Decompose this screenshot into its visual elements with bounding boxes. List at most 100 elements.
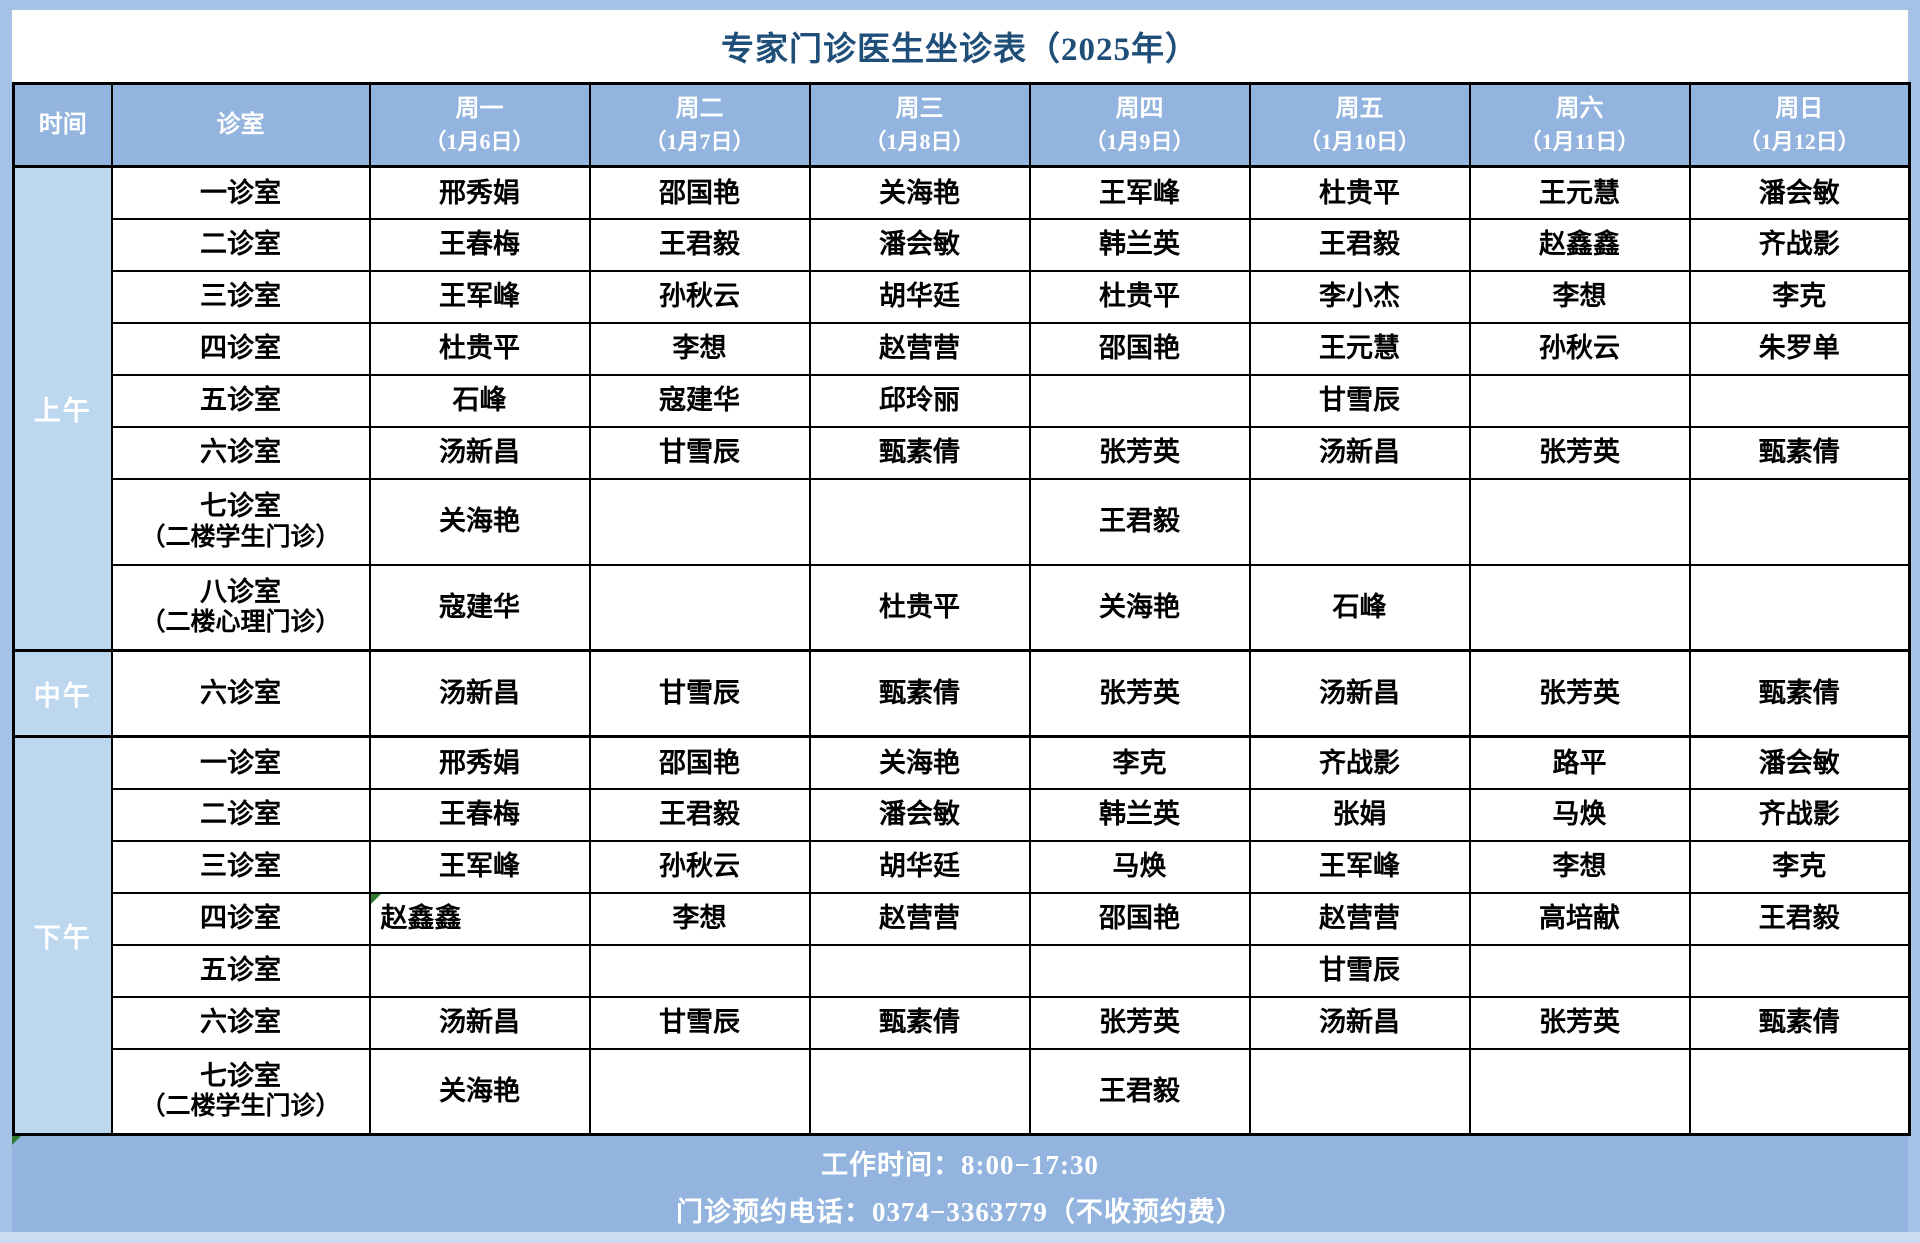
schedule-row: 七诊室 （二楼学生门诊） 关海艳 王君毅 bbox=[14, 1047, 1911, 1136]
room-cell: 三诊室 bbox=[110, 269, 371, 324]
date-label: （1月12日） bbox=[1738, 129, 1860, 155]
weekday-label: 周二 bbox=[675, 95, 724, 122]
room-cell: 七诊室 （二楼学生门诊） bbox=[110, 1047, 371, 1136]
header-row: 时间 诊室 周一 （1月6日） 周二 （1月7日） 周三 （1月8日） 周四 （1月9日） 周五… bbox=[12, 82, 1911, 168]
date-label: （1月6日） bbox=[424, 129, 535, 155]
doctor-name-cell: 赵营营 bbox=[1248, 891, 1471, 946]
room-name: 一诊室 bbox=[200, 177, 281, 208]
doctor-name-cell: 胡华廷 bbox=[808, 839, 1031, 894]
doctor-name-cell: 邱玲丽 bbox=[808, 373, 1031, 428]
doctor-name-cell: 潘会敏 bbox=[808, 217, 1031, 272]
empty-schedule-cell bbox=[808, 1047, 1031, 1136]
doctor-name-cell: 李小杰 bbox=[1248, 269, 1471, 324]
doctor-name-cell: 潘会敏 bbox=[1688, 165, 1911, 220]
weekday-label: 周日 bbox=[1775, 95, 1824, 122]
doctor-name-cell: 甄素倩 bbox=[808, 425, 1031, 480]
doctor-name-cell: 王君毅 bbox=[1028, 477, 1251, 566]
room-cell: 五诊室 bbox=[110, 373, 371, 428]
doctor-name-cell: 齐战影 bbox=[1688, 217, 1911, 272]
schedule-row: 中午 六诊室 汤新昌 甘雪辰 甄素倩 张芳英 汤新昌 张芳英 甄素倩 bbox=[12, 649, 1911, 738]
doctor-name-cell: 马焕 bbox=[1028, 839, 1251, 894]
doctor-name-cell: 李克 bbox=[1688, 839, 1911, 894]
room-note: （二楼心理门诊） bbox=[140, 609, 341, 637]
doctor-name-cell: 路平 bbox=[1468, 735, 1691, 790]
schedule-row: 三诊室 王军峰 孙秋云 胡华廷 杜贵平 李小杰 李想 李克 bbox=[14, 269, 1911, 324]
cell-error-indicator bbox=[371, 894, 381, 904]
doctor-name-cell: 汤新昌 bbox=[368, 649, 591, 738]
empty-schedule-cell bbox=[1028, 373, 1251, 428]
doctor-name-cell: 赵营营 bbox=[808, 321, 1031, 376]
doctor-name-cell: 胡华廷 bbox=[808, 269, 1031, 324]
doctor-name-cell: 邵国艳 bbox=[588, 735, 811, 790]
doctor-name-cell: 张娟 bbox=[1248, 787, 1471, 842]
schedule-row: 五诊室 石峰 寇建华 邱玲丽 甘雪辰 bbox=[14, 373, 1911, 428]
room-cell: 六诊室 bbox=[110, 995, 371, 1050]
doctor-name-cell: 甘雪辰 bbox=[1248, 373, 1471, 428]
schedule-row: 二诊室 王春梅 王君毅 潘会敏 韩兰英 张娟 马焕 齐战影 bbox=[14, 787, 1911, 842]
doctor-name-cell: 王军峰 bbox=[368, 839, 591, 894]
empty-schedule-cell bbox=[1468, 477, 1691, 566]
column-header-day-4: 周四 （1月9日） bbox=[1028, 82, 1251, 168]
room-name: 五诊室 bbox=[200, 385, 281, 416]
room-name: 三诊室 bbox=[200, 851, 281, 882]
column-header-day-7: 周日 （1月12日） bbox=[1688, 82, 1911, 168]
empty-schedule-cell bbox=[1688, 1047, 1911, 1136]
doctor-name-cell: 杜贵平 bbox=[1248, 165, 1471, 220]
doctor-name-cell: 王君毅 bbox=[1248, 217, 1471, 272]
schedule-row: 二诊室 王春梅 王君毅 潘会敏 韩兰英 王君毅 赵鑫鑫 齐战影 bbox=[14, 217, 1911, 272]
doctor-name-cell: 王军峰 bbox=[1248, 839, 1471, 894]
empty-schedule-cell bbox=[1688, 943, 1911, 998]
room-name: 六诊室 bbox=[200, 1007, 281, 1038]
doctor-name-cell: 杜贵平 bbox=[368, 321, 591, 376]
doctor-name-cell: 李想 bbox=[588, 321, 811, 376]
empty-schedule-cell bbox=[808, 943, 1031, 998]
doctor-name-cell: 甄素倩 bbox=[1688, 649, 1911, 738]
room-cell: 三诊室 bbox=[110, 839, 371, 894]
schedule-row: 八诊室 （二楼心理门诊） 寇建华 杜贵平 关海艳 石峰 bbox=[14, 563, 1911, 652]
schedule-row: 七诊室 （二楼学生门诊） 关海艳 王君毅 bbox=[14, 477, 1911, 566]
doctor-name-cell: 韩兰英 bbox=[1028, 787, 1251, 842]
doctor-name-cell: 王元慧 bbox=[1248, 321, 1471, 376]
room-cell: 七诊室 （二楼学生门诊） bbox=[110, 477, 371, 566]
doctor-name-cell: 甄素倩 bbox=[808, 649, 1031, 738]
empty-schedule-cell bbox=[1468, 943, 1691, 998]
doctor-name-cell: 赵鑫鑫 bbox=[1468, 217, 1691, 272]
empty-schedule-cell bbox=[1688, 373, 1911, 428]
room-name: 六诊室 bbox=[200, 678, 281, 709]
doctor-name-cell: 汤新昌 bbox=[1248, 425, 1471, 480]
doctor-name-cell: 甘雪辰 bbox=[588, 649, 811, 738]
doctor-name-cell: 朱罗单 bbox=[1688, 321, 1911, 376]
doctor-name-cell: 邵国艳 bbox=[588, 165, 811, 220]
room-cell: 二诊室 bbox=[110, 217, 371, 272]
empty-schedule-cell bbox=[588, 563, 811, 652]
doctor-name-cell: 张芳英 bbox=[1028, 425, 1251, 480]
doctor-name-cell: 邵国艳 bbox=[1028, 321, 1251, 376]
doctor-name-cell: 孙秋云 bbox=[588, 269, 811, 324]
doctor-name-cell: 孙秋云 bbox=[588, 839, 811, 894]
doctor-name-cell: 王春梅 bbox=[368, 787, 591, 842]
doctor-name-cell: 李想 bbox=[588, 891, 811, 946]
doctor-name-cell: 王君毅 bbox=[1688, 891, 1911, 946]
doctor-name-cell: 石峰 bbox=[1248, 563, 1471, 652]
empty-schedule-cell bbox=[1028, 943, 1251, 998]
empty-schedule-cell bbox=[588, 943, 811, 998]
schedule-row: 六诊室 汤新昌 甘雪辰 甄素倩 张芳英 汤新昌 张芳英 甄素倩 bbox=[14, 995, 1911, 1050]
room-name: 六诊室 bbox=[200, 437, 281, 468]
doctor-name-cell: 汤新昌 bbox=[1248, 649, 1471, 738]
column-header-day-3: 周三 （1月8日） bbox=[808, 82, 1031, 168]
room-cell: 六诊室 bbox=[110, 425, 371, 480]
doctor-name-cell: 高培献 bbox=[1468, 891, 1691, 946]
empty-schedule-cell bbox=[1688, 477, 1911, 566]
empty-schedule-cell bbox=[1468, 563, 1691, 652]
room-name: 一诊室 bbox=[200, 747, 281, 778]
room-cell: 六诊室 bbox=[110, 649, 371, 738]
doctor-name-cell: 王军峰 bbox=[1028, 165, 1251, 220]
doctor-name-cell: 甘雪辰 bbox=[1248, 943, 1471, 998]
footer-banner: 工作时间：8:00−17:30 门诊预约电话：0374−3363779（不收预约… bbox=[12, 1136, 1908, 1236]
schedule-row: 上午 一诊室 邢秀娟 邵国艳 关海艳 王军峰 杜贵平 王元慧 潘会敏 bbox=[12, 165, 1911, 652]
doctor-name-cell: 潘会敏 bbox=[808, 787, 1031, 842]
doctor-name-cell: 齐战影 bbox=[1688, 787, 1911, 842]
doctor-name-cell: 关海艳 bbox=[368, 1047, 591, 1136]
doctor-name-cell: 韩兰英 bbox=[1028, 217, 1251, 272]
column-header-day-2: 周二 （1月7日） bbox=[588, 82, 811, 168]
